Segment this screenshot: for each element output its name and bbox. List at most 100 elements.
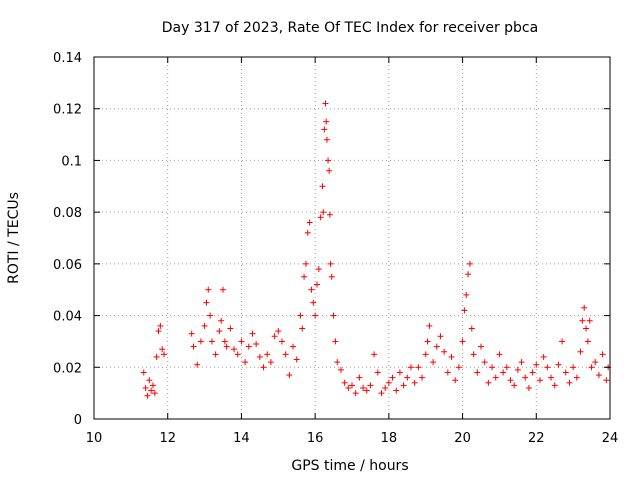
- data-point: [275, 328, 282, 335]
- data-point: [312, 312, 319, 319]
- data-point: [559, 338, 566, 345]
- data-point: [581, 304, 588, 311]
- data-point: [238, 338, 245, 345]
- data-point: [146, 377, 153, 384]
- data-point: [426, 322, 433, 329]
- data-point: [411, 379, 418, 386]
- data-point: [566, 379, 573, 386]
- data-point: [404, 374, 411, 381]
- data-point: [511, 382, 518, 389]
- data-point: [153, 353, 160, 360]
- data-point: [544, 364, 551, 371]
- data-point: [461, 307, 468, 314]
- data-point: [481, 359, 488, 366]
- data-point: [140, 369, 147, 376]
- data-point: [465, 271, 472, 278]
- data-point: [378, 390, 385, 397]
- y-tick-label: 0.02: [53, 361, 82, 376]
- data-point: [282, 351, 289, 358]
- data-point: [492, 374, 499, 381]
- data-point: [551, 382, 558, 389]
- data-point: [308, 286, 315, 293]
- data-point: [595, 372, 602, 379]
- data-point: [231, 346, 238, 353]
- data-point: [201, 322, 208, 329]
- grid: [94, 57, 610, 419]
- y-tick-label: 0.04: [53, 310, 82, 325]
- data-point: [278, 338, 285, 345]
- data-point: [470, 351, 477, 358]
- x-tick-label: 18: [381, 431, 398, 446]
- data-point: [208, 338, 215, 345]
- data-point: [327, 260, 334, 267]
- data-point: [583, 325, 590, 332]
- data-point: [321, 126, 328, 133]
- data-point: [227, 325, 234, 332]
- data-point: [371, 351, 378, 358]
- data-point: [579, 317, 586, 324]
- data-point: [207, 312, 214, 319]
- data-point: [448, 353, 455, 360]
- data-point: [144, 392, 151, 399]
- data-point: [334, 359, 341, 366]
- x-tick-label: 12: [159, 431, 176, 446]
- x-tick-labels: 10 12 14 16 18 20 22 24: [86, 431, 619, 446]
- data-point: [242, 359, 249, 366]
- data-point: [301, 273, 308, 280]
- data-point: [529, 369, 536, 376]
- data-point: [599, 351, 606, 358]
- data-point: [349, 382, 355, 389]
- data-point: [345, 384, 352, 391]
- data-point: [548, 374, 555, 381]
- data-point: [603, 377, 610, 384]
- data-point: [149, 382, 156, 389]
- data-point: [466, 260, 473, 267]
- data-point: [489, 364, 496, 371]
- data-point: [221, 338, 228, 345]
- data-point: [223, 343, 230, 350]
- data-point: [253, 341, 260, 348]
- data-point: [562, 369, 569, 376]
- data-point: [203, 299, 210, 306]
- data-point: [503, 364, 510, 371]
- data-point: [356, 374, 363, 381]
- data-point: [389, 374, 396, 381]
- data-point: [367, 382, 374, 389]
- data-point: [188, 330, 195, 337]
- data-point: [205, 286, 212, 293]
- y-tick-label: 0: [74, 413, 82, 428]
- data-point: [320, 209, 327, 216]
- data-point: [197, 338, 204, 345]
- data-point: [441, 348, 448, 355]
- data-point: [385, 379, 392, 386]
- data-point: [463, 291, 470, 298]
- data-point: [260, 364, 267, 371]
- data-point: [302, 260, 309, 267]
- data-point: [216, 328, 223, 335]
- data-point: [271, 333, 278, 340]
- chart-title: Day 317 of 2023, Rate Of TEC Index for r…: [162, 20, 538, 36]
- data-point: [212, 351, 219, 358]
- data-point: [194, 361, 201, 368]
- data-point: [584, 338, 591, 345]
- data-point: [407, 364, 414, 371]
- data-point: [299, 325, 306, 332]
- data-point: [157, 322, 164, 329]
- data-point: [507, 377, 514, 384]
- data-point: [218, 317, 225, 324]
- data-point: [415, 364, 422, 371]
- data-point: [422, 351, 429, 358]
- data-point: [249, 330, 256, 337]
- data-point: [455, 364, 462, 371]
- y-tick-label: 0.06: [53, 258, 82, 273]
- data-point: [430, 359, 437, 366]
- x-tick-label: 10: [86, 431, 103, 446]
- data-point: [452, 377, 459, 384]
- data-point: [151, 390, 158, 397]
- data-point: [540, 353, 547, 360]
- data-point: [459, 338, 466, 345]
- data-point: [159, 346, 166, 353]
- y-tick-label: 0.12: [53, 103, 82, 118]
- data-point: [323, 136, 330, 143]
